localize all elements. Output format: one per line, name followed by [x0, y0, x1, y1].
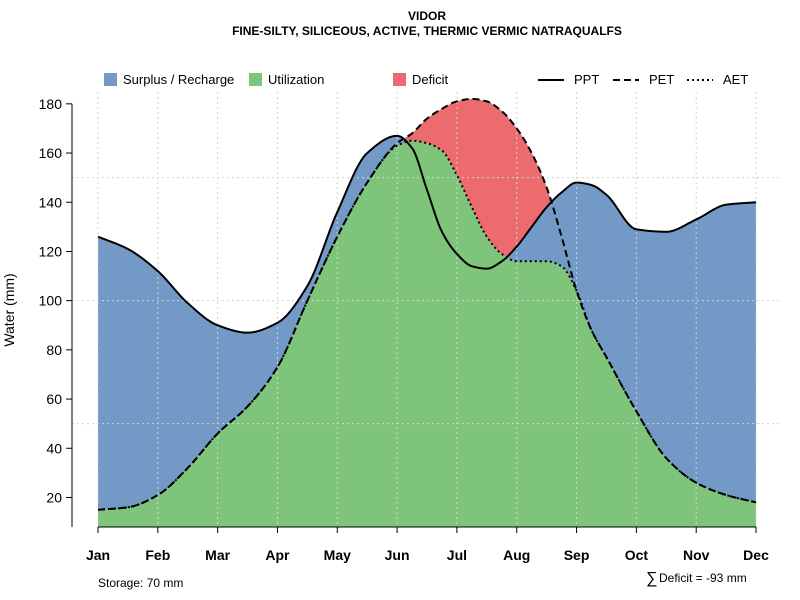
deficit-sum-symbol: ∑ — [646, 570, 657, 587]
x-tick-label-jun: Jun — [385, 547, 410, 563]
y-tick-label: 80 — [46, 342, 62, 358]
x-tick-label-nov: Nov — [683, 547, 710, 563]
y-tick-label: 140 — [39, 194, 63, 210]
x-tick-label-aug: Aug — [503, 547, 530, 563]
legend-label: Utilization — [268, 72, 324, 87]
x-tick-label-dec: Dec — [743, 547, 769, 563]
legend-label: Deficit — [412, 72, 449, 87]
x-tick-label-oct: Oct — [625, 547, 649, 563]
storage-annotation: Storage: 70 mm — [98, 576, 183, 590]
y-tick-label: 180 — [39, 96, 63, 112]
x-tick-label-mar: Mar — [205, 547, 230, 563]
legend-swatch-deficit — [393, 73, 406, 86]
x-tick-label-jul: Jul — [447, 547, 467, 563]
legend-label: Surplus / Recharge — [123, 72, 234, 87]
ppt-line — [97, 134, 757, 334]
utilization-area — [98, 140, 757, 528]
y-axis-label: Water (mm) — [1, 273, 17, 346]
legend-swatch-utilization — [249, 73, 262, 86]
chart-subtitle: FINE-SILTY, SILICEOUS, ACTIVE, THERMIC V… — [232, 24, 622, 38]
x-tick-label-jan: Jan — [86, 547, 110, 563]
x-tick-label-apr: Apr — [265, 547, 290, 563]
plot-area: 20 40 60 80 100 120 140 160 180 Jan Feb Mar Apr May Ju… — [39, 92, 782, 563]
x-tick-label-feb: Feb — [145, 547, 170, 563]
legend-label: PPT — [574, 72, 599, 87]
y-tick-label: 100 — [39, 293, 63, 309]
y-tick-label: 160 — [39, 145, 63, 161]
legend-label: PET — [649, 72, 674, 87]
x-tick-label-may: May — [324, 547, 351, 563]
chart-title: VIDOR — [408, 9, 446, 23]
legend-label: AET — [723, 72, 748, 87]
y-tick-label: 40 — [46, 440, 62, 456]
legend-swatch-surplus-recharge — [104, 73, 117, 86]
deficit-annotation: Deficit = -93 mm — [659, 571, 747, 585]
y-tick-label: 20 — [46, 489, 62, 505]
aet-line — [97, 139, 757, 511]
x-tick-label-sep: Sep — [564, 547, 590, 563]
y-tick-label: 60 — [46, 391, 62, 407]
y-tick-label: 120 — [39, 243, 63, 259]
chart-legend: Surplus / Recharge Utilization Deficit PPT P… — [104, 72, 748, 87]
